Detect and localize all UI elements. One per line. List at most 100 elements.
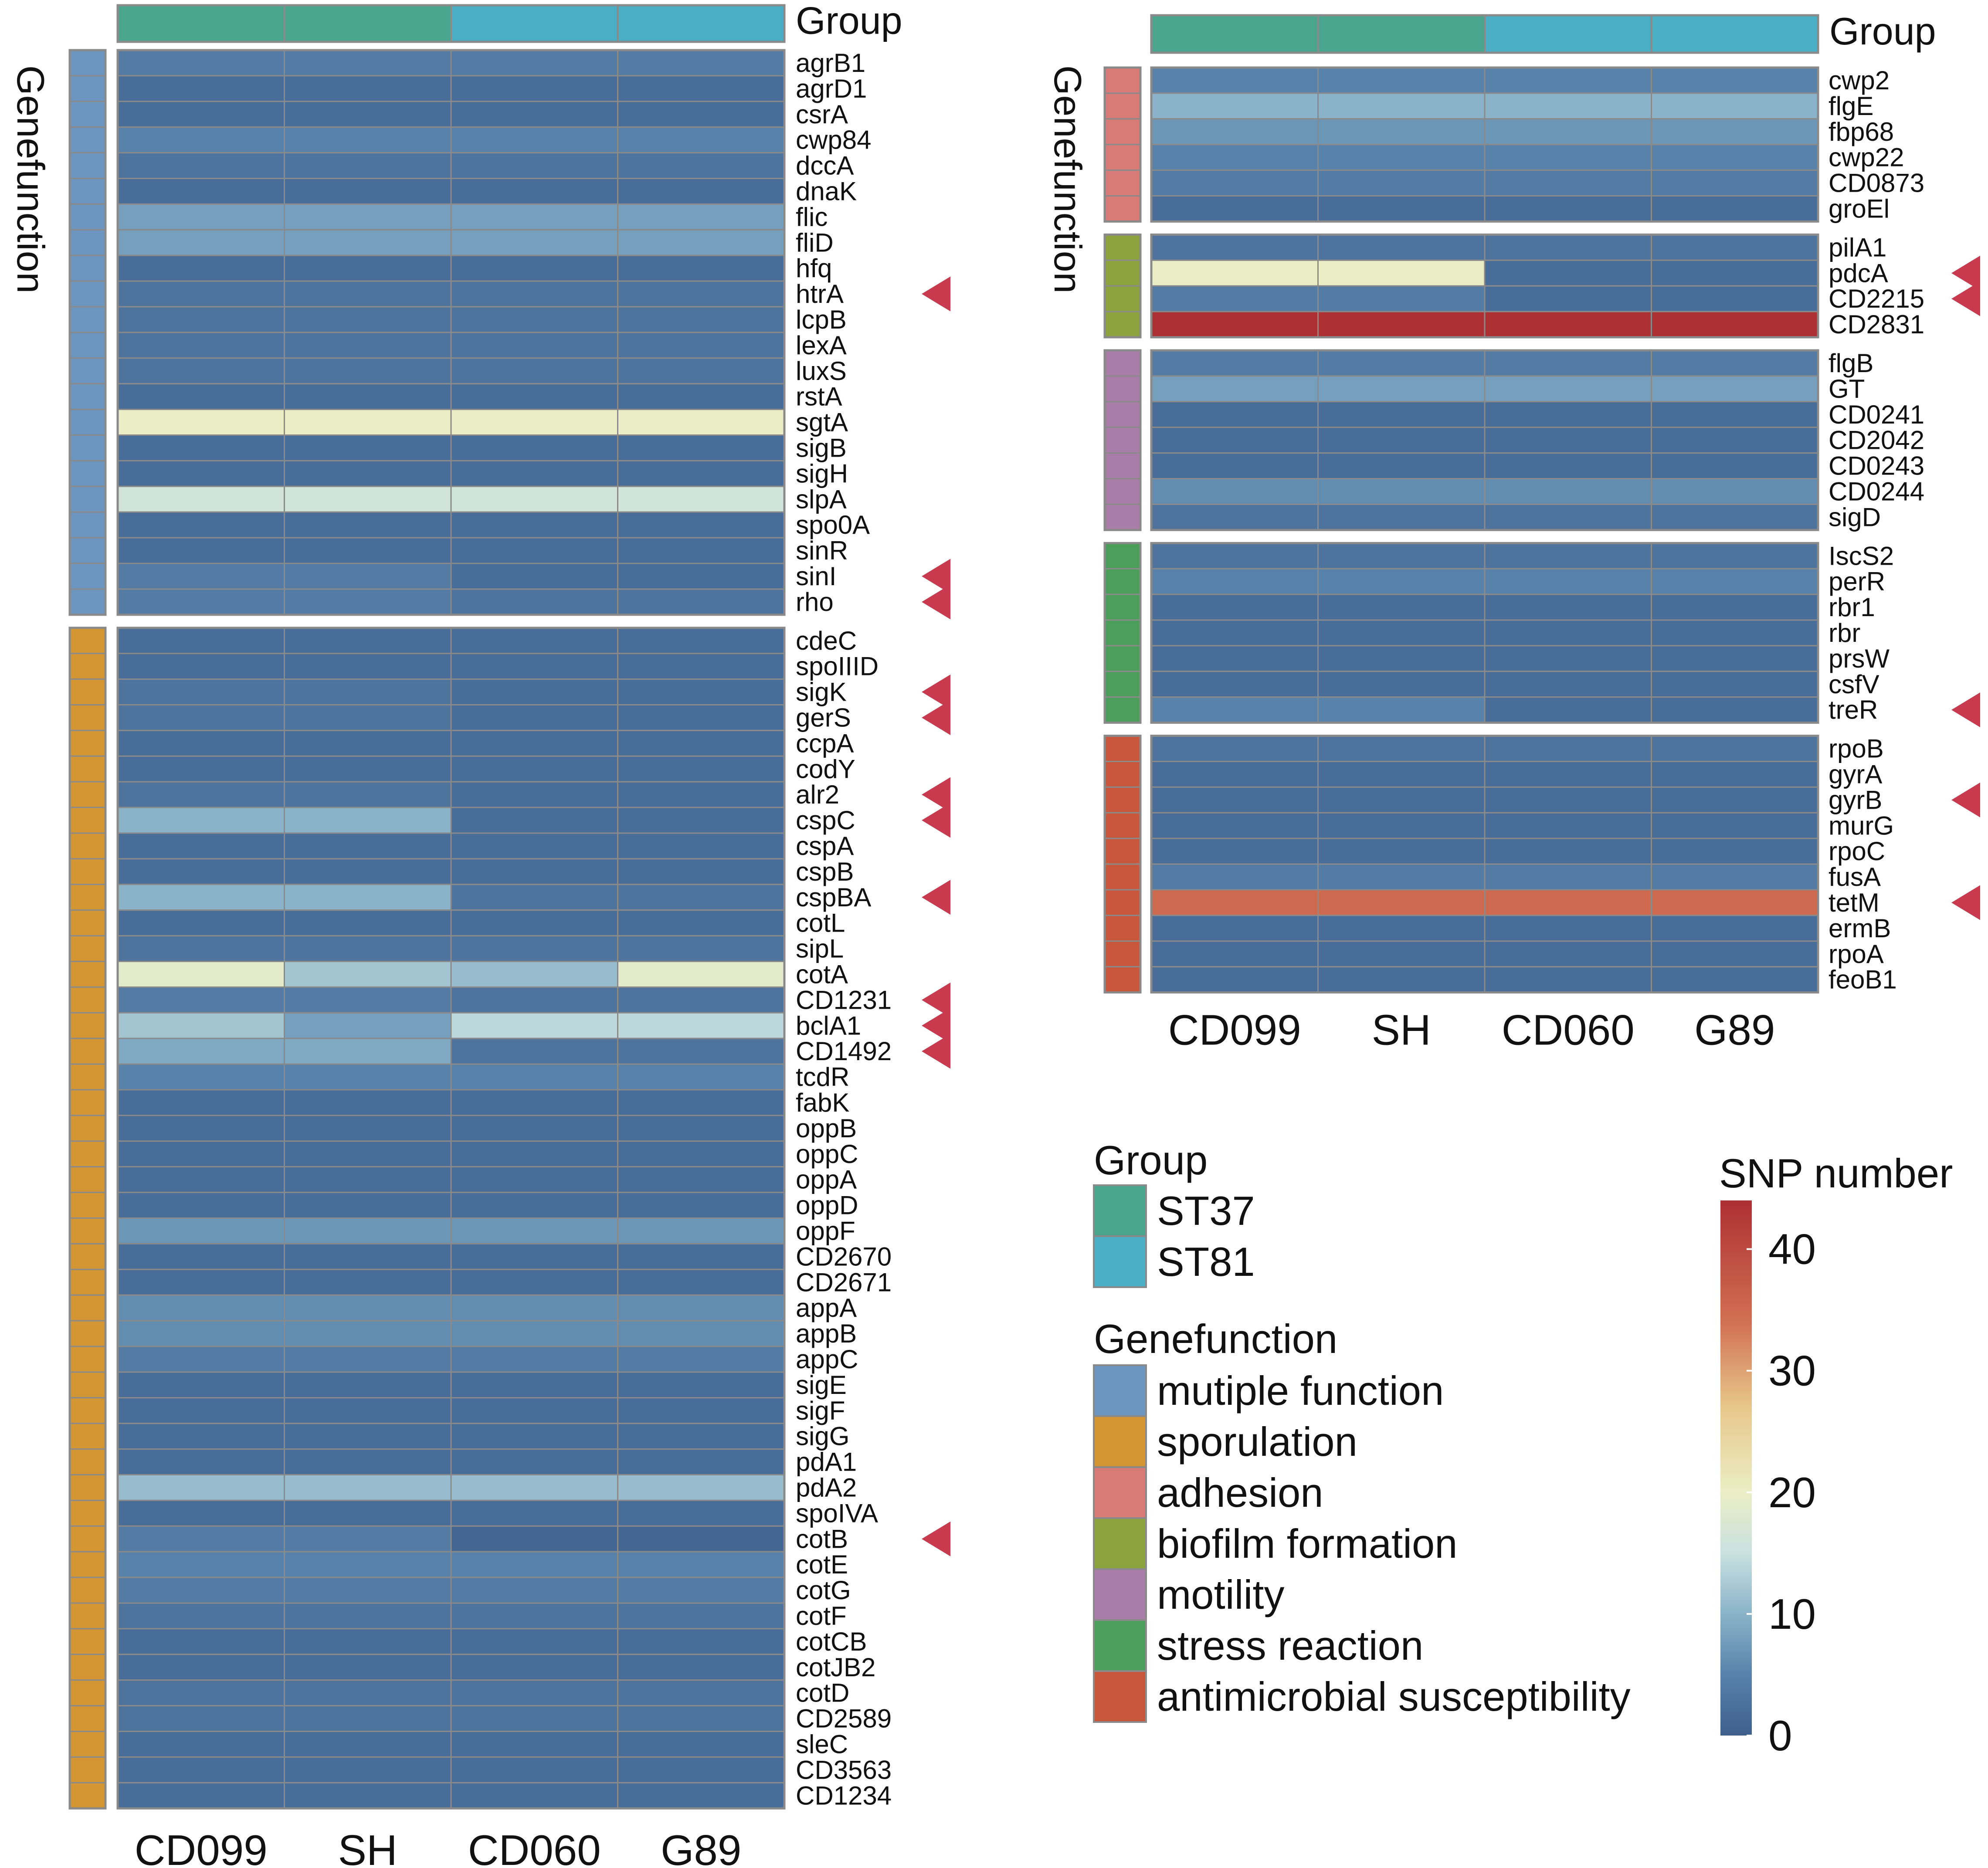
- heatmap-cell: [617, 653, 785, 680]
- gene-label: murG: [1829, 811, 1894, 840]
- heatmap-cell: [450, 75, 618, 102]
- heatmap-block-border: [116, 49, 786, 616]
- heatmap-cell: [450, 1140, 618, 1168]
- highlight-arrow-marker: [1951, 281, 1980, 316]
- gene-label: CD2042: [1829, 426, 1924, 455]
- heatmap-cell: [617, 1320, 785, 1347]
- heatmap-cell: [284, 704, 452, 731]
- heatmap-cell: [117, 1602, 285, 1630]
- function-annotation-cell: [69, 49, 106, 77]
- heatmap-cell: [117, 627, 285, 654]
- heatmap-cell: [117, 1243, 285, 1270]
- heatmap-cell: [1484, 735, 1652, 762]
- gene-label: treR: [1829, 695, 1878, 725]
- function-annotation-cell: [69, 1423, 106, 1450]
- heatmap-cell: [284, 409, 452, 436]
- gene-label: CD0243: [1829, 451, 1924, 481]
- gene-label: sigG: [796, 1422, 849, 1451]
- gene-label: fliD: [796, 228, 834, 257]
- highlight-arrow-marker: [1951, 692, 1980, 728]
- gene-label: pdA1: [796, 1448, 857, 1477]
- gene-label: CD2831: [1829, 310, 1924, 339]
- heatmap-cell: [284, 1474, 452, 1501]
- heatmap-cell: [117, 1063, 285, 1091]
- function-annotation-cell: [1104, 863, 1141, 891]
- heatmap-cell: [1484, 593, 1652, 621]
- function-annotation-border: [1103, 542, 1142, 724]
- heatmap-cell: [1484, 966, 1652, 993]
- heatmap-cell: [117, 383, 285, 410]
- function-annotation-cell: [1104, 593, 1141, 621]
- heatmap-cell: [284, 1037, 452, 1065]
- function-annotation-cell: [69, 434, 106, 461]
- function-annotation-cell: [69, 409, 106, 436]
- heatmap-cell: [450, 1063, 618, 1091]
- heatmap-cell: [450, 1525, 618, 1553]
- gene-label: spoIVA: [796, 1498, 878, 1528]
- gene-label: pdcA: [1829, 258, 1888, 288]
- heatmap-cell: [1484, 671, 1652, 698]
- heatmap-cell: [617, 203, 785, 231]
- column-label: CD060: [468, 1826, 601, 1866]
- heatmap-cell: [1651, 144, 1819, 171]
- gene-label: oppF: [796, 1216, 855, 1245]
- heatmap-cell: [617, 434, 785, 461]
- heatmap-cell: [617, 1705, 785, 1732]
- heatmap-cell: [284, 986, 452, 1014]
- heatmap-cell: [617, 1037, 785, 1065]
- heatmap-cell: [450, 704, 618, 731]
- heatmap-cell: [1317, 452, 1486, 479]
- gene-label: flic: [796, 202, 828, 231]
- heatmap-cell: [450, 1346, 618, 1373]
- heatmap-cell: [1651, 940, 1819, 968]
- column-label: CD060: [1502, 1006, 1635, 1054]
- gene-label: cspC: [796, 806, 855, 835]
- gene-label: appC: [796, 1345, 858, 1374]
- legend-group-swatch: [1093, 1184, 1147, 1237]
- heatmap-cell: [450, 627, 618, 654]
- colorbar-tick-label: 30: [1768, 1347, 1816, 1395]
- highlight-arrow-marker: [922, 584, 950, 620]
- heatmap-cell: [617, 909, 785, 937]
- legend-function-label: antimicrobial susceptibility: [1157, 1674, 1631, 1719]
- heatmap-cell: [1484, 92, 1652, 120]
- function-annotation-cell: [69, 858, 106, 885]
- function-annotation-cell: [69, 563, 106, 590]
- heatmap-cell: [117, 1551, 285, 1578]
- function-annotation-cell: [69, 75, 106, 102]
- heatmap-cell: [1150, 812, 1319, 839]
- heatmap-cell: [1651, 452, 1819, 479]
- gene-label: lcpB: [796, 305, 847, 334]
- function-annotation-cell: [69, 1268, 106, 1296]
- heatmap-cell: [1651, 915, 1819, 942]
- gene-label: CD2671: [796, 1268, 892, 1297]
- heatmap-cell: [1484, 311, 1652, 338]
- heatmap-cell: [617, 1474, 785, 1501]
- heatmap-cell: [284, 1346, 452, 1373]
- function-annotation-cell: [69, 306, 106, 333]
- heatmap-cell: [1651, 234, 1819, 261]
- heatmap-cell: [117, 332, 285, 359]
- heatmap-cell: [1150, 144, 1319, 171]
- heatmap-cell: [284, 1551, 452, 1578]
- function-annotation-cell: [1104, 144, 1141, 171]
- heatmap-cell: [117, 563, 285, 590]
- heatmap-cell: [284, 178, 452, 205]
- heatmap-cell: [450, 1602, 618, 1630]
- gene-label: CD2670: [796, 1242, 892, 1271]
- heatmap-cell: [284, 627, 452, 654]
- heatmap-cell: [284, 588, 452, 616]
- function-annotation-cell: [1104, 542, 1141, 570]
- heatmap-cell: [1150, 915, 1319, 942]
- heatmap-cell: [617, 306, 785, 333]
- heatmap-cell: [284, 1115, 452, 1142]
- heatmap-cell: [1651, 863, 1819, 891]
- heatmap-cell: [1150, 696, 1319, 724]
- function-annotation-cell: [1104, 92, 1141, 120]
- gene-label: bclA1: [796, 1011, 861, 1040]
- heatmap-cell: [1651, 311, 1819, 338]
- function-annotation-cell: [1104, 234, 1141, 261]
- heatmap-cell: [284, 729, 452, 757]
- gene-label: codY: [796, 754, 855, 783]
